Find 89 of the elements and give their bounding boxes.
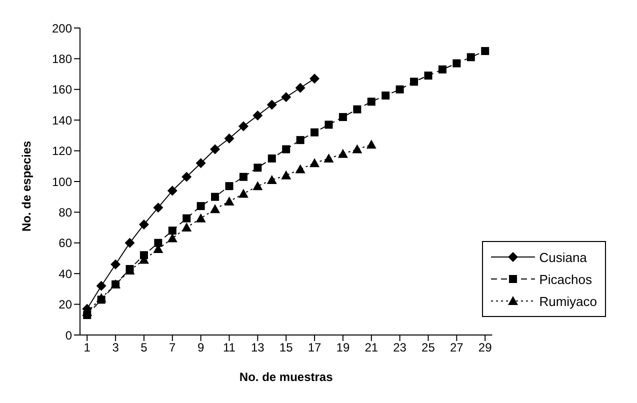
point bbox=[338, 113, 347, 122]
x-tick-label: 13 bbox=[250, 340, 265, 355]
legend-label: Cusiana bbox=[539, 250, 587, 264]
point bbox=[196, 158, 206, 168]
x-tick-label: 23 bbox=[393, 340, 407, 355]
point bbox=[97, 296, 106, 304]
point bbox=[396, 85, 404, 94]
point bbox=[481, 47, 490, 56]
point bbox=[140, 251, 148, 260]
point bbox=[254, 164, 262, 172]
point bbox=[211, 192, 220, 201]
x-tick-label: 25 bbox=[422, 340, 436, 355]
point bbox=[96, 280, 106, 291]
x-tick-label: 7 bbox=[169, 340, 176, 355]
point bbox=[466, 53, 475, 62]
x-tick-label: 17 bbox=[308, 340, 322, 355]
x-axis-title: No. de muestras bbox=[239, 370, 334, 384]
x-tick-label: 11 bbox=[223, 340, 236, 355]
x-tick-label: 29 bbox=[478, 340, 492, 355]
y-tick-label: 180 bbox=[52, 52, 72, 66]
point bbox=[324, 120, 333, 129]
point bbox=[382, 92, 390, 100]
point bbox=[196, 202, 205, 210]
y-tick-label: 100 bbox=[52, 174, 72, 189]
x-tick-label: 3 bbox=[112, 340, 120, 355]
point bbox=[367, 98, 376, 106]
point bbox=[352, 144, 362, 154]
point bbox=[182, 214, 191, 222]
point bbox=[225, 182, 234, 190]
point bbox=[167, 186, 178, 196]
point bbox=[238, 188, 248, 198]
x-tick-label: 15 bbox=[279, 340, 294, 355]
x-tick-label: 9 bbox=[197, 340, 204, 355]
point bbox=[252, 181, 263, 190]
y-tick-label: 60 bbox=[58, 236, 72, 250]
y-tick-label: 120 bbox=[52, 144, 72, 158]
point bbox=[182, 222, 192, 232]
x-tick-label: 5 bbox=[140, 340, 148, 355]
legend-label: Picachos bbox=[539, 272, 592, 286]
point bbox=[239, 172, 248, 181]
y-tick-label: 40 bbox=[58, 266, 72, 281]
point bbox=[154, 238, 162, 247]
y-tick-label: 0 bbox=[65, 328, 72, 342]
point bbox=[210, 204, 220, 214]
point bbox=[310, 158, 320, 168]
x-tick-label: 19 bbox=[336, 340, 350, 355]
point bbox=[295, 82, 306, 93]
x-tick-label: 1 bbox=[84, 340, 91, 355]
point bbox=[282, 145, 290, 154]
point bbox=[338, 148, 348, 158]
point bbox=[110, 259, 121, 270]
point bbox=[167, 233, 178, 242]
point bbox=[252, 110, 263, 120]
point bbox=[266, 100, 277, 110]
point bbox=[424, 72, 432, 80]
point bbox=[224, 134, 234, 144]
point bbox=[438, 65, 446, 74]
y-tick-label: 140 bbox=[52, 113, 72, 128]
point bbox=[324, 153, 334, 162]
point bbox=[295, 164, 306, 174]
point bbox=[281, 170, 292, 180]
point bbox=[112, 280, 120, 288]
point bbox=[182, 172, 192, 182]
y-axis-title: No. de especies bbox=[19, 140, 34, 232]
point bbox=[296, 136, 304, 144]
y-tick-label: 80 bbox=[58, 205, 72, 220]
point bbox=[410, 78, 418, 86]
point bbox=[266, 174, 277, 184]
point bbox=[268, 154, 276, 162]
point bbox=[310, 128, 319, 136]
x-tick-label: 27 bbox=[450, 340, 464, 355]
point bbox=[124, 238, 135, 248]
point bbox=[366, 140, 376, 149]
y-tick-label: 200 bbox=[52, 21, 72, 36]
point bbox=[224, 196, 234, 206]
point bbox=[238, 121, 248, 132]
y-tick-label: 160 bbox=[52, 82, 72, 97]
point bbox=[310, 74, 320, 84]
point bbox=[153, 202, 164, 213]
point bbox=[353, 105, 362, 114]
legend-label: Rumiyaco bbox=[539, 294, 597, 308]
point bbox=[210, 144, 220, 154]
point bbox=[138, 219, 149, 230]
x-tick-label: 21 bbox=[364, 340, 378, 355]
y-tick-label: 20 bbox=[58, 298, 72, 312]
point bbox=[452, 59, 461, 68]
point bbox=[168, 226, 176, 235]
point bbox=[196, 213, 206, 222]
point bbox=[281, 92, 292, 102]
